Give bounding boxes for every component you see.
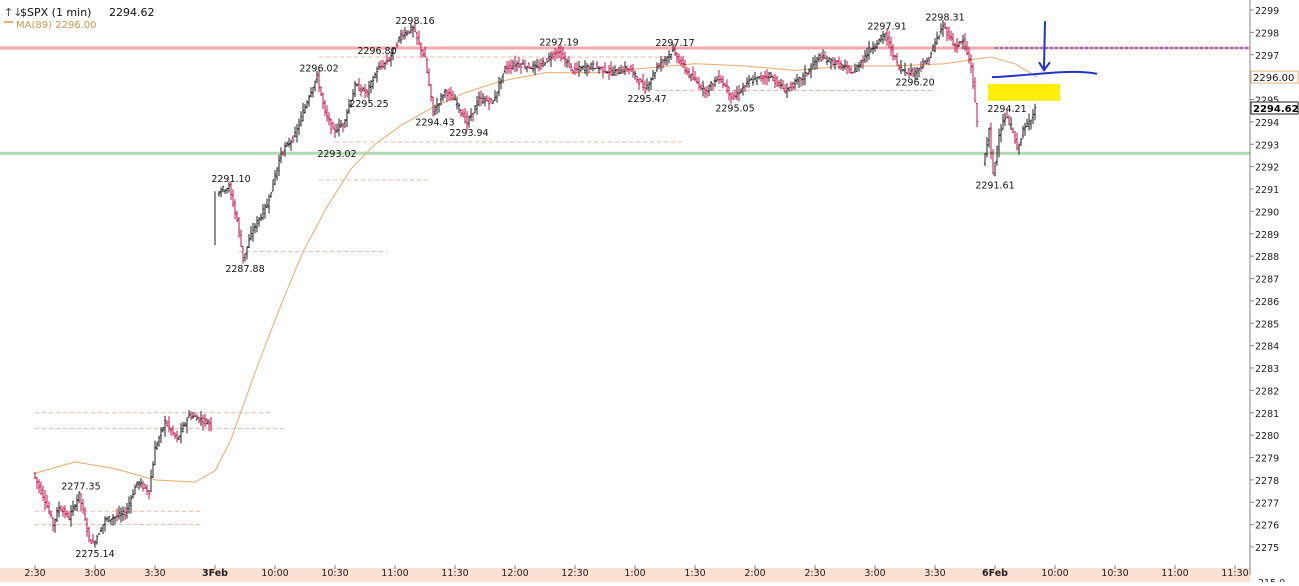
price-label: 2294.43 — [415, 117, 454, 128]
time-tick-label: 2:30 — [804, 568, 825, 579]
price-tick-label: 2299 — [1255, 6, 1279, 17]
ma-price-flag-label: 2296.00 — [1253, 73, 1294, 84]
moving-average-layer — [34, 56, 1038, 483]
time-tick-label: 1:00 — [624, 568, 645, 579]
time-tick-label: 12:30 — [561, 568, 588, 579]
price-tick-label: 2287 — [1255, 275, 1279, 286]
price-labels: 2277.35 2275.14 2291.10 2287.88 2296.02 2293.… — [61, 12, 1026, 559]
ma-price-flag — [1250, 70, 1299, 84]
hand-annotations — [988, 21, 1250, 101]
price-tick-label: 2286 — [1255, 297, 1279, 308]
time-tick-label: 11:00 — [381, 568, 408, 579]
chart-type-icon: ↑↓ — [4, 6, 22, 19]
price-label: 2298.31 — [925, 12, 964, 23]
time-tick-label: 3:30 — [144, 568, 165, 579]
time-tick-label: 1:30 — [684, 568, 705, 579]
price-label: 2295.47 — [627, 94, 666, 105]
time-tick-label: 10:30 — [1101, 568, 1128, 579]
price-label: 2293.94 — [449, 128, 488, 139]
price-tick-label: 2298 — [1255, 28, 1279, 39]
price-tick-label: 2294 — [1255, 118, 1279, 129]
last-price-flag-label: 2294.62 — [1253, 104, 1299, 115]
price-tick-label: 2289 — [1255, 230, 1279, 241]
price-tick-label: 2276 — [1255, 521, 1279, 532]
ma-legend-swatch — [4, 21, 13, 23]
blue-drawn-curve — [991, 70, 1098, 79]
price-label: 2277.35 — [61, 481, 100, 492]
price-tick-label: 2291 — [1255, 185, 1279, 196]
time-tick-label: 11:30 — [1221, 568, 1248, 579]
price-tick-label: 2281 — [1255, 409, 1279, 420]
price-label: 2293.02 — [317, 149, 356, 160]
price-label: 2296.80 — [357, 46, 396, 57]
time-tick-label: 3:00 — [84, 568, 105, 579]
time-tick-label: 2:00 — [744, 568, 765, 579]
price-tick-label: 2277 — [1255, 498, 1279, 509]
price-tick-label: 2283 — [1255, 364, 1279, 375]
price-tick-label: 2278 — [1255, 476, 1279, 487]
price-tick-label: 2288 — [1255, 252, 1279, 263]
price-tick-label: 2279 — [1255, 454, 1279, 465]
price-tick-label: 2280 — [1255, 431, 1279, 442]
yellow-highlight — [988, 83, 1060, 101]
price-label: 2297.17 — [655, 38, 694, 49]
time-tick-label: 10:30 — [321, 568, 348, 579]
price-label: 2275.14 — [75, 549, 114, 560]
price-label: 2298.16 — [395, 16, 434, 27]
price-tick-label: 2293 — [1255, 140, 1279, 151]
price-tick-label: 2282 — [1255, 386, 1279, 397]
price-tick-label: 2284 — [1255, 342, 1279, 353]
time-axis: 2:30 3:00 3:30 3Feb 10:00 10:30 11:00 11:30 12:0… — [24, 565, 1249, 579]
time-tick-label: 10:00 — [1041, 568, 1068, 579]
price-tick-label: 2285 — [1255, 319, 1279, 330]
price-tick-label: 2275 — [1255, 543, 1279, 554]
time-tick-label: 11:00 — [1161, 568, 1188, 579]
price-axis: 2275 2276 2277 2278 2279 2280 2281 2282 2283 2284… — [1249, 0, 1299, 586]
price-label: 2295.25 — [349, 99, 388, 110]
time-tick-label: 10:00 — [261, 568, 288, 579]
price-tick-label: 2290 — [1255, 207, 1279, 218]
symbol-label: $SPX (1 min) — [20, 6, 91, 19]
price-tick-label: 2292 — [1255, 163, 1279, 174]
price-axis-background — [1251, 0, 1299, 582]
bottom-strip — [0, 568, 1250, 582]
time-tick-label: 11:30 — [441, 568, 468, 579]
time-tick-label: 2:30 — [24, 568, 45, 579]
price-label: 2297.19 — [539, 37, 578, 48]
chart-header: ↑↓ $SPX (1 min) 2294.62 MA(89) 2296.00 — [4, 6, 155, 31]
ma-legend-label: MA(89) 2296.00 — [16, 20, 97, 31]
price-tick-label: 2297 — [1255, 51, 1279, 62]
price-label: 2295.05 — [715, 103, 754, 114]
last-price-flag — [1250, 101, 1299, 115]
time-tick-label: 12:00 — [501, 568, 528, 579]
time-tick-label: 3Feb — [202, 568, 228, 579]
last-price-label: 2294.62 — [109, 6, 155, 19]
blue-arrow-shaft — [1043, 21, 1046, 69]
time-tick-label: 3:00 — [864, 568, 885, 579]
ohlc-bars — [33, 19, 1037, 548]
price-label: 2291.61 — [975, 180, 1014, 191]
price-label: 2296.02 — [299, 64, 338, 75]
ma-line — [34, 56, 1038, 483]
price-label: 2297.91 — [867, 21, 906, 32]
price-label: 2287.88 — [225, 264, 264, 275]
price-label: 2291.10 — [211, 174, 250, 185]
price-label: 2296.20 — [895, 78, 934, 89]
time-tick-label: 3:30 — [924, 568, 945, 579]
price-tick-label: 2295 — [1255, 96, 1279, 107]
axis-cut-label: 215.0 — [1258, 578, 1285, 582]
time-tick-label: 6Feb — [982, 568, 1008, 579]
blue-arrow-head — [1038, 61, 1051, 72]
price-label: 2294.21 — [987, 104, 1026, 115]
